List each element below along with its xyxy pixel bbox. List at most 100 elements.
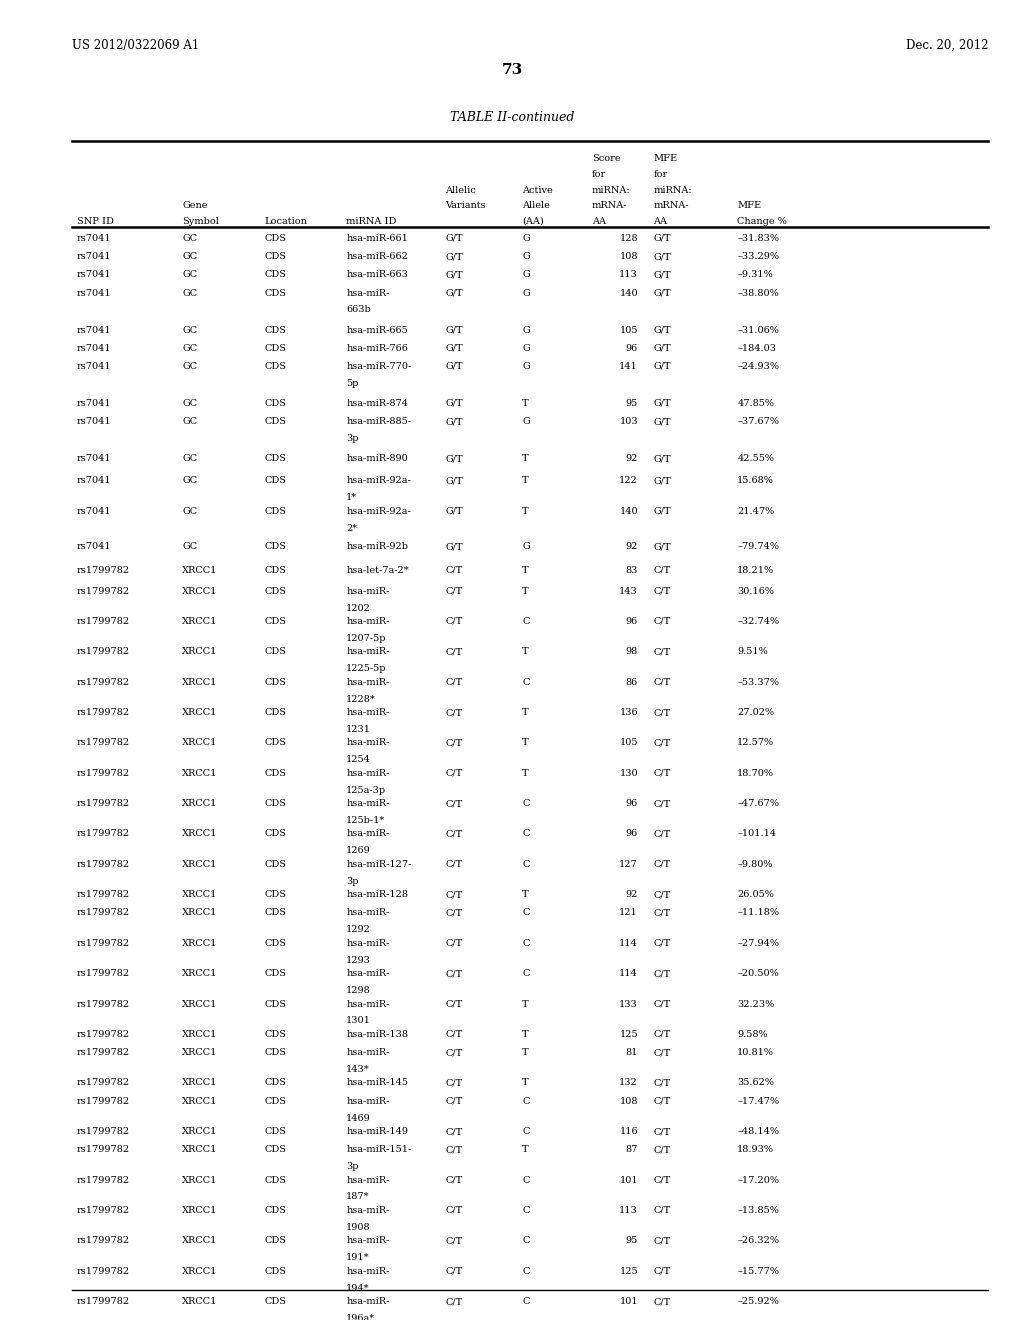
Text: hsa-miR-: hsa-miR- bbox=[346, 969, 389, 978]
Text: Symbol: Symbol bbox=[182, 216, 219, 226]
Text: 96: 96 bbox=[626, 799, 638, 808]
Text: GC: GC bbox=[182, 507, 198, 516]
Text: CDS: CDS bbox=[264, 738, 286, 747]
Text: C/T: C/T bbox=[445, 890, 463, 899]
Text: CDS: CDS bbox=[264, 1127, 286, 1137]
Text: C/T: C/T bbox=[445, 829, 463, 838]
Text: –25.92%: –25.92% bbox=[737, 1298, 779, 1305]
Text: G/T: G/T bbox=[653, 399, 671, 408]
Text: AA: AA bbox=[653, 216, 668, 226]
Text: G/T: G/T bbox=[653, 289, 671, 297]
Text: rs1799782: rs1799782 bbox=[77, 1176, 130, 1184]
Text: TABLE II-continued: TABLE II-continued bbox=[450, 111, 574, 124]
Text: C/T: C/T bbox=[653, 1127, 671, 1137]
Text: AA: AA bbox=[592, 216, 606, 226]
Text: hsa-miR-151-: hsa-miR-151- bbox=[346, 1146, 412, 1154]
Text: 87: 87 bbox=[626, 1146, 638, 1154]
Text: C/T: C/T bbox=[653, 1078, 671, 1088]
Text: Gene: Gene bbox=[182, 201, 208, 210]
Text: G/T: G/T bbox=[653, 271, 671, 280]
Text: G/T: G/T bbox=[653, 362, 671, 371]
Text: 1292: 1292 bbox=[346, 925, 371, 935]
Text: C/T: C/T bbox=[653, 1097, 671, 1106]
Text: XRCC1: XRCC1 bbox=[182, 1146, 218, 1154]
Text: 18.70%: 18.70% bbox=[737, 768, 774, 777]
Text: XRCC1: XRCC1 bbox=[182, 1176, 218, 1184]
Text: hsa-miR-92b: hsa-miR-92b bbox=[346, 543, 409, 552]
Text: 42.55%: 42.55% bbox=[737, 454, 774, 463]
Text: 26.05%: 26.05% bbox=[737, 890, 774, 899]
Text: 3p: 3p bbox=[346, 1162, 358, 1171]
Text: C: C bbox=[522, 859, 529, 869]
Text: 1202: 1202 bbox=[346, 603, 371, 612]
Text: C/T: C/T bbox=[653, 616, 671, 626]
Text: rs1799782: rs1799782 bbox=[77, 799, 130, 808]
Text: 1254: 1254 bbox=[346, 755, 371, 764]
Text: CDS: CDS bbox=[264, 1146, 286, 1154]
Text: G/T: G/T bbox=[653, 326, 671, 334]
Text: C: C bbox=[522, 1206, 529, 1214]
Text: rs1799782: rs1799782 bbox=[77, 647, 130, 656]
Text: C/T: C/T bbox=[445, 708, 463, 717]
Text: 1207-5p: 1207-5p bbox=[346, 634, 387, 643]
Text: –101.14: –101.14 bbox=[737, 829, 776, 838]
Text: –24.93%: –24.93% bbox=[737, 362, 779, 371]
Text: MFE: MFE bbox=[653, 154, 678, 164]
Text: hsa-miR-: hsa-miR- bbox=[346, 1048, 389, 1057]
Text: 35.62%: 35.62% bbox=[737, 1078, 774, 1088]
Text: hsa-miR-665: hsa-miR-665 bbox=[346, 326, 408, 334]
Text: hsa-miR-128: hsa-miR-128 bbox=[346, 890, 409, 899]
Text: XRCC1: XRCC1 bbox=[182, 1030, 218, 1039]
Text: rs1799782: rs1799782 bbox=[77, 1030, 130, 1039]
Text: 95: 95 bbox=[626, 1237, 638, 1245]
Text: –37.67%: –37.67% bbox=[737, 417, 779, 426]
Text: G/T: G/T bbox=[653, 252, 671, 261]
Text: G/T: G/T bbox=[653, 477, 671, 486]
Text: 92: 92 bbox=[626, 890, 638, 899]
Text: C/T: C/T bbox=[653, 708, 671, 717]
Text: CDS: CDS bbox=[264, 586, 286, 595]
Text: miRNA ID: miRNA ID bbox=[346, 216, 396, 226]
Text: XRCC1: XRCC1 bbox=[182, 969, 218, 978]
Text: C/T: C/T bbox=[445, 969, 463, 978]
Text: GC: GC bbox=[182, 343, 198, 352]
Text: rs1799782: rs1799782 bbox=[77, 768, 130, 777]
Text: 105: 105 bbox=[620, 738, 638, 747]
Text: GC: GC bbox=[182, 543, 198, 552]
Text: T: T bbox=[522, 1146, 528, 1154]
Text: rs1799782: rs1799782 bbox=[77, 1048, 130, 1057]
Text: rs7041: rs7041 bbox=[77, 326, 112, 334]
Text: hsa-miR-: hsa-miR- bbox=[346, 768, 389, 777]
Text: Variants: Variants bbox=[445, 201, 486, 210]
Text: CDS: CDS bbox=[264, 343, 286, 352]
Text: C/T: C/T bbox=[445, 1206, 463, 1214]
Text: T: T bbox=[522, 999, 528, 1008]
Text: C/T: C/T bbox=[445, 1078, 463, 1088]
Text: C/T: C/T bbox=[445, 1237, 463, 1245]
Text: 12.57%: 12.57% bbox=[737, 738, 774, 747]
Text: G/T: G/T bbox=[445, 289, 463, 297]
Text: C/T: C/T bbox=[653, 677, 671, 686]
Text: hsa-miR-92a-: hsa-miR-92a- bbox=[346, 477, 411, 486]
Text: hsa-miR-145: hsa-miR-145 bbox=[346, 1078, 409, 1088]
Text: G: G bbox=[522, 362, 530, 371]
Text: rs1799782: rs1799782 bbox=[77, 1298, 130, 1305]
Text: 1*: 1* bbox=[346, 494, 357, 502]
Text: hsa-let-7a-2*: hsa-let-7a-2* bbox=[346, 566, 409, 574]
Text: hsa-miR-: hsa-miR- bbox=[346, 708, 389, 717]
Text: hsa-miR-: hsa-miR- bbox=[346, 616, 389, 626]
Text: 105: 105 bbox=[620, 326, 638, 334]
Text: MFE: MFE bbox=[737, 201, 762, 210]
Text: XRCC1: XRCC1 bbox=[182, 1298, 218, 1305]
Text: XRCC1: XRCC1 bbox=[182, 566, 218, 574]
Text: rs7041: rs7041 bbox=[77, 477, 112, 486]
Text: CDS: CDS bbox=[264, 289, 286, 297]
Text: 86: 86 bbox=[626, 677, 638, 686]
Text: C/T: C/T bbox=[445, 566, 463, 574]
Text: US 2012/0322069 A1: US 2012/0322069 A1 bbox=[72, 38, 199, 51]
Text: hsa-miR-874: hsa-miR-874 bbox=[346, 399, 409, 408]
Text: XRCC1: XRCC1 bbox=[182, 1097, 218, 1106]
Text: C: C bbox=[522, 677, 529, 686]
Text: rs7041: rs7041 bbox=[77, 543, 112, 552]
Text: 130: 130 bbox=[620, 768, 638, 777]
